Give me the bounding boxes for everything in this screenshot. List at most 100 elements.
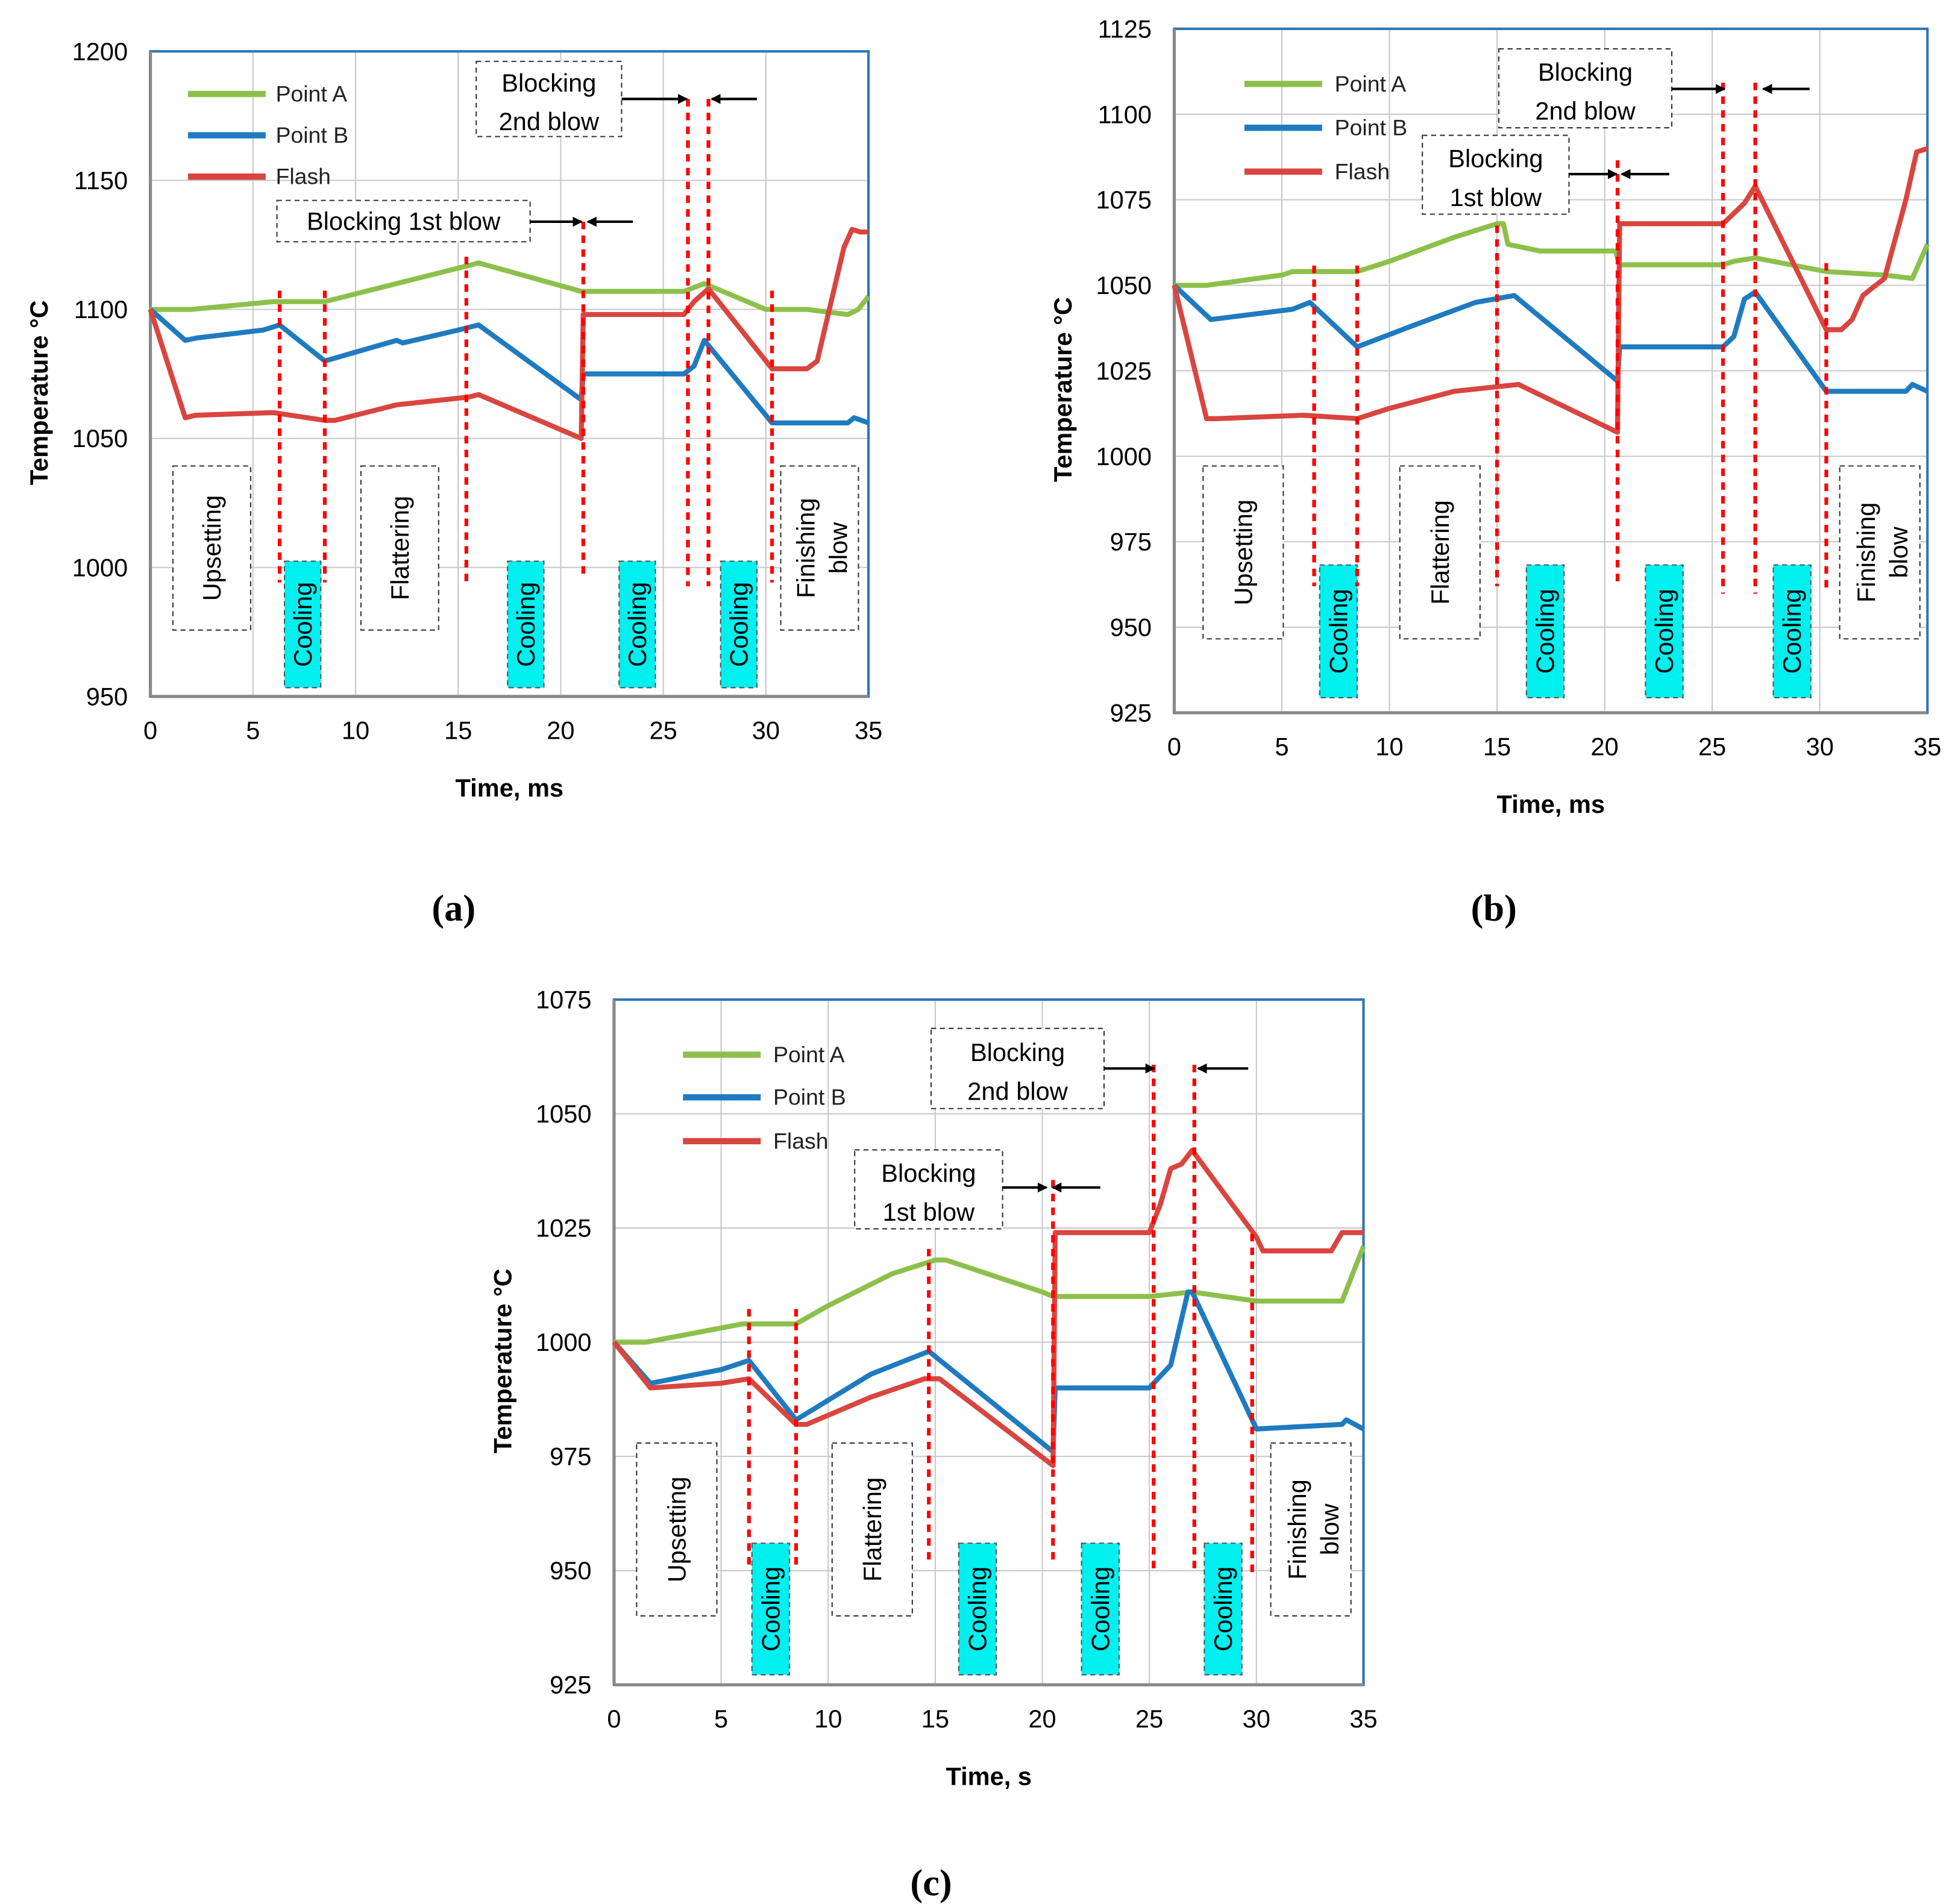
y-tick-label: 1200 [72, 37, 128, 66]
cooling-label: Cooling [289, 582, 317, 667]
cooling-label: Cooling [1209, 1567, 1237, 1652]
stage-box [172, 465, 251, 631]
y-tick-label: 1125 [1098, 14, 1152, 43]
x-tick-label: 15 [444, 716, 472, 745]
stage-label: Finishing blow [792, 498, 853, 598]
series-line-point-a [613, 1245, 1366, 1345]
cooling-box [1645, 564, 1684, 699]
annotation-label: Blocking 1st blow [1448, 145, 1543, 211]
y-tick-label: 1075 [1096, 186, 1152, 214]
y-tick-label: 925 [1110, 698, 1152, 727]
annotation-box [1498, 48, 1673, 129]
x-tick-label: 20 [1591, 733, 1619, 761]
x-tick-label: 35 [855, 716, 882, 745]
cooling-label: Cooling [964, 1567, 992, 1652]
chart-a: 950 1000 1050 1100 1150 1200 0 5 10 15 20 25 30 35 Tim… [25, 37, 882, 929]
stage-label: Finishing blow [1283, 1479, 1344, 1579]
x-tick-label: 25 [1135, 1705, 1163, 1733]
stage-box [831, 1442, 913, 1617]
x-tick-label: 25 [650, 716, 677, 745]
y-tick-label: 1050 [1096, 271, 1152, 299]
cooling-box [958, 1542, 997, 1676]
y-tick-label: 1050 [536, 1100, 592, 1128]
annotation-box [930, 1027, 1105, 1109]
y-tick-label: 1075 [536, 986, 592, 1014]
x-axis-label: Time, ms [456, 774, 564, 802]
y-tick-label: 1000 [1096, 442, 1152, 471]
annotation-box [475, 60, 623, 137]
x-axis-label: Time, ms [1497, 790, 1605, 818]
stage-label: Flattering [858, 1477, 886, 1582]
x-tick-label: 20 [547, 716, 574, 745]
legend-label: Point B [1335, 115, 1408, 140]
cooling-box [1203, 1542, 1243, 1676]
cooling-label: Cooling [512, 582, 540, 667]
series-line-point-a [150, 260, 871, 318]
legend-label: Flash [773, 1128, 828, 1153]
x-tick-label: 5 [714, 1705, 728, 1733]
y-tick-label: 975 [1110, 528, 1152, 556]
x-tick-label: 10 [1375, 733, 1403, 761]
y-tick-label: 925 [550, 1671, 591, 1699]
y-tick-label: 950 [550, 1556, 591, 1585]
x-axis-label: Time, s [946, 1762, 1032, 1791]
y-tick-label: 1000 [536, 1328, 592, 1356]
x-tick-label: 35 [1349, 1705, 1377, 1733]
cooling-label: Cooling [1086, 1567, 1114, 1652]
y-tick-label: 1025 [536, 1214, 592, 1242]
annotation-label: Blocking 2nd blow [499, 69, 600, 136]
legend-label: Flash [1335, 158, 1390, 184]
series-line-point-b [148, 307, 870, 426]
stage-box [1839, 465, 1921, 640]
x-tick-label: 20 [1028, 1705, 1056, 1733]
annotation-box [854, 1149, 1003, 1230]
cooling-box [1772, 564, 1812, 699]
cooling-label: Cooling [623, 582, 651, 667]
stage-box [360, 465, 439, 631]
legend-label: Point A [1335, 71, 1407, 96]
stage-label: Upsetting [662, 1477, 691, 1583]
x-tick-label: 30 [1243, 1705, 1270, 1733]
stage-label: Flattering [1426, 500, 1454, 604]
stage-box [1399, 465, 1481, 640]
x-tick-label: 0 [607, 1705, 621, 1733]
legend-label: Point B [773, 1085, 846, 1110]
x-tick-label: 0 [1167, 733, 1181, 761]
chart-b: 925 950 975 1000 1025 1050 1075 1100 1125 0 5 10 15 2… [1049, 14, 1941, 929]
y-tick-label: 950 [86, 682, 128, 710]
x-tick-label: 0 [143, 716, 157, 745]
cooling-box [1319, 564, 1358, 699]
chart-c: 925 950 975 1000 1025 1050 1075 0 5 10 15 20 25 30 35 T… [488, 986, 1377, 1904]
annotation-label: Blocking 1st blow [881, 1159, 976, 1226]
x-tick-label: 10 [814, 1705, 842, 1733]
stage-label: Finishing blow [1852, 503, 1913, 603]
y-tick-label: 1150 [74, 166, 128, 195]
annotation-box [276, 199, 531, 243]
cooling-label: Cooling [1324, 589, 1352, 674]
stage-label: Flattering [386, 496, 414, 600]
series-line-flash [612, 1147, 1364, 1468]
stage-box [1270, 1442, 1352, 1617]
legend-label: Point B [275, 122, 348, 148]
figure-caption: (b) [1471, 888, 1517, 929]
x-tick-label: 15 [1483, 733, 1511, 761]
stage-box [780, 465, 859, 631]
x-tick-label: 10 [342, 716, 369, 745]
legend-label: Flash [275, 164, 330, 189]
stage-box [1202, 465, 1284, 640]
x-tick-label: 5 [246, 716, 260, 745]
annotation-label: Blocking 2nd blow [1535, 58, 1636, 125]
y-axis-label: Temperature °C [25, 300, 53, 485]
y-tick-label: 1000 [72, 553, 128, 581]
series-line-point-a [1174, 221, 1930, 288]
x-tick-label: 5 [1275, 733, 1288, 761]
y-tick-label: 1100 [74, 295, 128, 324]
y-tick-label: 1050 [72, 424, 128, 453]
y-tick-label: 1100 [1098, 100, 1152, 128]
legend-label: Point A [275, 81, 347, 106]
figure-caption: (c) [910, 1862, 952, 1903]
x-tick-label: 30 [752, 716, 780, 745]
figure-caption: (a) [431, 888, 475, 929]
cooling-box [720, 560, 758, 689]
